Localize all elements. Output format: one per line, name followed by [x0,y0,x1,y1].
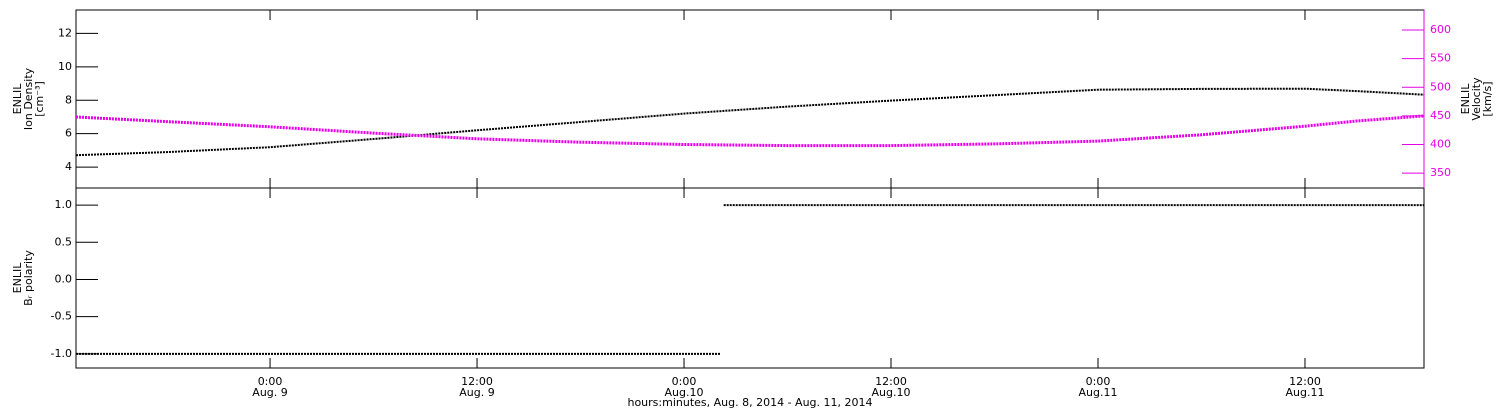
x-axis-title: hours:minutes, Aug. 8, 2014 - Aug. 11, 2… [627,396,872,409]
bottom-panel-frame [75,187,1425,369]
x-tick-label: 0:00 [258,375,283,388]
y-tick-label: 0.5 [55,235,73,248]
x-tick-date: Aug.11 [1079,386,1118,399]
y2-tick-label: 550 [1430,52,1451,65]
top-panel-frame [75,9,1425,189]
x-tick-date: Aug.10 [665,386,704,399]
y2-tick-label: 350 [1430,166,1451,179]
y2-axis-label: ENLIL [1459,83,1472,115]
x-tick-date: Aug. 9 [459,386,494,399]
y-tick-label: 10 [58,60,72,73]
y-axis-label: ENLIL [11,262,24,294]
x-tick-label: 12:00 [461,375,493,388]
y-tick-label: 1.0 [55,198,73,211]
y-tick-label: -1.0 [51,347,72,360]
y-tick-label: 4 [65,160,72,173]
y-tick-label: 0.0 [55,272,73,285]
y-tick-label: 8 [65,93,72,106]
y2-tick-label: 450 [1430,109,1451,122]
y2-tick-label: 500 [1430,80,1451,93]
x-tick-date: Aug.11 [1285,386,1324,399]
y2-axis-label: Velocity [1470,77,1483,121]
y2-tick-label: 400 [1430,138,1451,151]
y-tick-label: 6 [65,127,72,140]
x-tick-date: Aug. 9 [252,386,287,399]
y-axis-label: Bᵣ polarity [22,250,35,306]
x-tick-label: 12:00 [875,375,907,388]
y-tick-label: 12 [58,26,72,39]
series-line [75,87,1425,157]
x-tick-label: 0:00 [672,375,697,388]
x-tick-label: 12:00 [1289,375,1321,388]
y2-tick-label: 600 [1430,23,1451,36]
x-tick-label: 0:00 [1086,375,1111,388]
series-line [75,114,1425,148]
x-tick-date: Aug.10 [872,386,911,399]
series-line [76,204,1424,355]
y-axis-label: [cm⁻³] [33,81,46,117]
y-tick-label: -0.5 [51,310,72,323]
y-axis-label: ENLIL [11,83,24,115]
y2-axis-label: [km/s] [1481,81,1494,116]
y-axis-label: Ion Density [22,67,35,130]
